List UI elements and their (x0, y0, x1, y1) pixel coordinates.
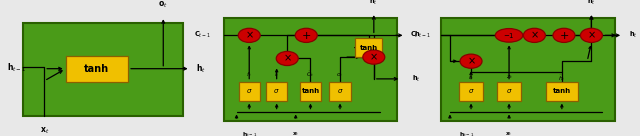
FancyBboxPatch shape (239, 82, 260, 101)
FancyBboxPatch shape (23, 23, 183, 116)
Text: $\mathbf{x}_{t}$: $\mathbf{x}_{t}$ (505, 131, 513, 136)
Text: $\mathbf{h}_{t}$: $\mathbf{h}_{t}$ (369, 0, 378, 7)
Text: $\times$: $\times$ (244, 30, 253, 41)
Text: tanh: tanh (301, 88, 319, 94)
Text: $\mathbf{C}_{t}$: $\mathbf{C}_{t}$ (410, 30, 419, 41)
Text: $\mathbf{h}_{t}$: $\mathbf{h}_{t}$ (587, 0, 596, 7)
FancyBboxPatch shape (224, 18, 397, 121)
Text: $\times$: $\times$ (283, 53, 292, 64)
Text: tanh: tanh (553, 88, 571, 94)
Text: $\mathbf{x}_{t}$: $\mathbf{x}_{t}$ (40, 125, 49, 136)
Text: $\mathbf{o}_{t}$: $\mathbf{o}_{t}$ (159, 0, 168, 10)
Text: $\sigma$: $\sigma$ (506, 87, 513, 95)
Text: tanh: tanh (360, 45, 378, 51)
Circle shape (553, 28, 575, 42)
Text: $\times$: $\times$ (369, 52, 378, 62)
Circle shape (363, 50, 385, 64)
Text: $i_t$: $i_t$ (274, 70, 280, 79)
FancyBboxPatch shape (546, 82, 578, 101)
FancyBboxPatch shape (442, 18, 614, 121)
Circle shape (460, 54, 482, 68)
Text: $\sigma$: $\sigma$ (468, 87, 474, 95)
Text: $\mathbf{h}_{t}$: $\mathbf{h}_{t}$ (412, 74, 420, 84)
Text: $+$: $+$ (559, 30, 569, 41)
Text: $o_t$: $o_t$ (337, 71, 344, 79)
Text: $\tilde{C}_t$: $\tilde{C}_t$ (307, 69, 314, 79)
Text: $\sigma$: $\sigma$ (337, 87, 343, 95)
Text: $\mathbf{C}_{t-1}$: $\mathbf{C}_{t-1}$ (194, 30, 211, 41)
Text: $\mathbf{h}_{t}$: $\mathbf{h}_{t}$ (196, 62, 206, 75)
FancyBboxPatch shape (355, 38, 382, 57)
FancyBboxPatch shape (330, 82, 351, 101)
Text: $\sigma$: $\sigma$ (273, 87, 280, 95)
Text: $r_t$: $r_t$ (468, 73, 474, 82)
Text: $\mathbf{x}_{t}$: $\mathbf{x}_{t}$ (292, 131, 300, 136)
Circle shape (276, 51, 298, 66)
Text: $\mathbf{h}_{t-1}$: $\mathbf{h}_{t-1}$ (241, 131, 257, 136)
FancyBboxPatch shape (497, 82, 521, 101)
FancyBboxPatch shape (460, 82, 483, 101)
Text: $\sigma$: $\sigma$ (246, 87, 253, 95)
Circle shape (238, 28, 260, 42)
Text: $+$: $+$ (301, 30, 311, 41)
FancyBboxPatch shape (66, 56, 128, 82)
Text: $\times$: $\times$ (467, 56, 476, 66)
Text: $\times$: $\times$ (587, 30, 596, 41)
Text: tanh: tanh (84, 64, 109, 74)
Text: $\mathbf{h}_{t-1}$: $\mathbf{h}_{t-1}$ (7, 61, 26, 74)
Text: $\times$: $\times$ (530, 30, 539, 41)
Circle shape (295, 28, 317, 42)
Circle shape (524, 28, 545, 42)
FancyBboxPatch shape (266, 82, 287, 101)
Text: $z_t$: $z_t$ (506, 74, 513, 81)
Text: $\mathbf{h}_{t-1}$: $\mathbf{h}_{t-1}$ (459, 131, 474, 136)
Text: $f_t$: $f_t$ (246, 70, 252, 79)
Ellipse shape (495, 29, 523, 42)
Text: $\mathbf{h}_{t}$: $\mathbf{h}_{t}$ (630, 30, 638, 41)
Text: $\tilde{h}_t$: $\tilde{h}_t$ (558, 72, 566, 83)
Circle shape (580, 28, 602, 42)
Text: $\mathbf{h}_{t-1}$: $\mathbf{h}_{t-1}$ (414, 30, 431, 41)
FancyBboxPatch shape (300, 82, 321, 101)
Text: $-1$: $-1$ (503, 31, 515, 40)
